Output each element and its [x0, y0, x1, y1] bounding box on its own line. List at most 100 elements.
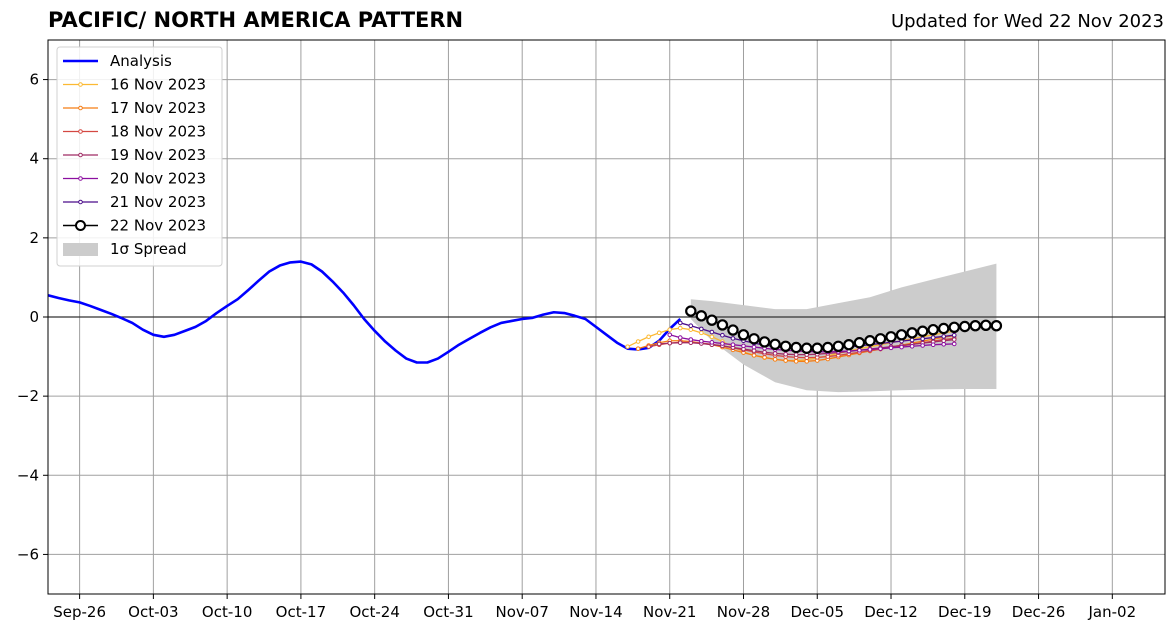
- forecast-point: [688, 327, 694, 332]
- forecast-point: [779, 340, 792, 352]
- forecast-point: [737, 329, 750, 341]
- x-tick-label: Nov-07: [496, 603, 549, 621]
- x-tick-label: Oct-24: [349, 603, 399, 621]
- legend-item: 21 Nov 2023: [63, 193, 206, 211]
- forecast-point: [772, 351, 778, 356]
- forecast-series-6: [685, 305, 1003, 354]
- forecast-point: [941, 334, 947, 339]
- legend-marker: [78, 199, 83, 205]
- chart-subtitle: Updated for Wed 22 Nov 2023: [890, 11, 1164, 32]
- forecast-point: [688, 337, 694, 342]
- x-tick-label: Dec-26: [1012, 603, 1066, 621]
- y-tick-label: 4: [29, 150, 39, 168]
- forecast-point: [730, 336, 736, 341]
- legend-marker: [78, 176, 83, 181]
- forecast-point: [874, 333, 887, 345]
- forecast-point: [959, 320, 971, 333]
- forecast-point: [677, 340, 683, 346]
- forecast-point: [709, 329, 715, 335]
- legend-label: 17 Nov 2023: [110, 99, 206, 117]
- forecast-point: [688, 323, 694, 329]
- forecast-point: [790, 341, 802, 354]
- forecast-point: [822, 341, 834, 354]
- y-tick-label: −6: [17, 545, 39, 563]
- forecast-point: [930, 342, 936, 348]
- legend-label: 16 Nov 2023: [110, 76, 206, 94]
- legend-item: Analysis: [63, 52, 172, 70]
- legend-swatch: [63, 243, 98, 256]
- forecast-line: [669, 334, 955, 353]
- y-tick-label: 0: [29, 308, 39, 326]
- legend-label: 20 Nov 2023: [110, 170, 206, 188]
- forecast-point: [941, 338, 947, 344]
- x-tick-label: Oct-10: [202, 603, 252, 621]
- x-tick-label: Sep-26: [53, 603, 106, 621]
- x-tick-label: Jan-02: [1087, 603, 1136, 621]
- forecast-point: [951, 337, 957, 342]
- x-tick-label: Dec-05: [790, 603, 844, 621]
- forecast-point: [938, 322, 950, 335]
- forecast-point: [793, 359, 799, 364]
- spread-band: [690, 263, 997, 393]
- plot-area: [48, 260, 1165, 393]
- forecast-point: [646, 334, 651, 340]
- forecast-point: [625, 344, 630, 349]
- forecast-point: [762, 355, 767, 360]
- forecast-point: [857, 347, 862, 353]
- chart-title: PACIFIC/ NORTH AMERICA PATTERN: [48, 8, 464, 32]
- forecast-point: [699, 338, 704, 344]
- forecast-point: [677, 320, 683, 326]
- forecast-point: [906, 327, 918, 339]
- x-tick-label: Dec-19: [938, 603, 992, 621]
- forecast-point: [720, 332, 725, 338]
- forecast-point: [783, 351, 788, 357]
- forecast-point: [772, 357, 778, 362]
- y-tick-label: 6: [29, 71, 39, 89]
- legend-label: 18 Nov 2023: [110, 123, 206, 141]
- forecast-point: [920, 336, 925, 342]
- legend-item: 20 Nov 2023: [63, 170, 206, 188]
- y-tick-label: −4: [17, 466, 39, 484]
- forecast-point: [930, 335, 936, 340]
- forecast-point: [667, 327, 673, 332]
- legend-item: 1σ Spread: [63, 240, 187, 258]
- forecast-point: [769, 338, 781, 351]
- analysis-line: [48, 260, 682, 364]
- legend-label: 1σ Spread: [110, 240, 187, 258]
- legend-label: 21 Nov 2023: [110, 193, 206, 211]
- legend-item: 16 Nov 2023: [63, 76, 206, 94]
- forecast-point: [948, 321, 960, 333]
- forecast-point: [843, 339, 855, 351]
- forecast-point: [909, 337, 915, 343]
- forecast-point: [677, 335, 683, 340]
- forecast-point: [751, 348, 757, 353]
- forecast-point: [867, 347, 873, 352]
- forecast-point: [909, 343, 915, 349]
- legend-label: 22 Nov 2023: [110, 217, 206, 235]
- legend-item: 18 Nov 2023: [63, 123, 206, 141]
- forecast-point: [804, 359, 810, 364]
- forecast-point: [656, 341, 662, 347]
- forecast-point: [920, 343, 925, 348]
- forecast-point: [888, 345, 894, 351]
- forecast-point: [727, 324, 739, 336]
- forecast-point: [885, 331, 897, 343]
- legend-marker: [75, 220, 86, 231]
- forecast-point: [709, 334, 715, 340]
- legend-marker: [78, 152, 83, 158]
- forecast-point: [990, 320, 1003, 332]
- forecast-point: [695, 310, 708, 322]
- x-tick-label: Nov-14: [569, 603, 622, 621]
- forecast-point: [895, 329, 908, 341]
- forecast-point: [751, 353, 757, 358]
- x-tick-label: Nov-28: [717, 603, 770, 621]
- y-tick-label: −2: [17, 387, 39, 405]
- legend-marker: [78, 105, 83, 111]
- legend-item: 19 Nov 2023: [63, 146, 206, 164]
- legend-label: 19 Nov 2023: [110, 146, 206, 164]
- forecast-point: [699, 326, 704, 332]
- forecast-point: [685, 305, 697, 317]
- forecast-point: [706, 314, 718, 326]
- y-tick-label: 2: [29, 229, 39, 247]
- forecast-point: [762, 349, 767, 355]
